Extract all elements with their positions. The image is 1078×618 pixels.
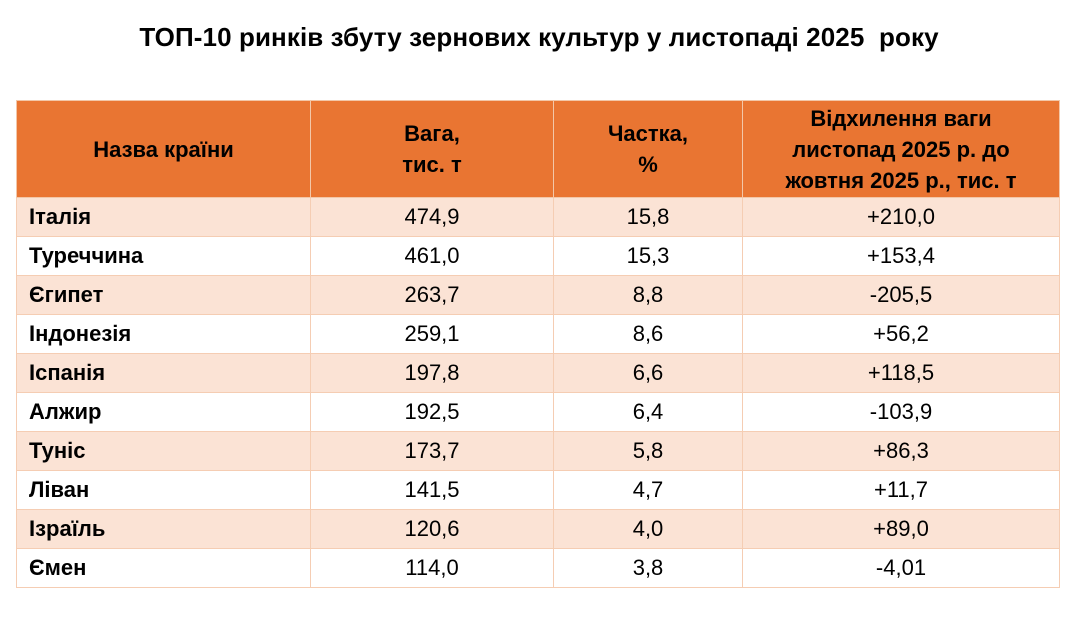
table-row: Ізраїль 120,6 4,0 +89,0	[16, 509, 1060, 549]
table-row: Ємен 114,0 3,8 -4,01	[16, 548, 1060, 588]
share-cell: 15,3	[553, 236, 743, 276]
weight-cell: 197,8	[310, 353, 554, 393]
share-cell: 8,6	[553, 314, 743, 354]
header-weight: Вага, тис. т	[310, 100, 554, 198]
table-row: Індонезія 259,1 8,6 +56,2	[16, 314, 1060, 354]
share-cell: 15,8	[553, 197, 743, 237]
share-cell: 4,0	[553, 509, 743, 549]
header-share: Частка, %	[553, 100, 743, 198]
table-row: Єгипет 263,7 8,8 -205,5	[16, 275, 1060, 315]
deviation-cell: +11,7	[742, 470, 1060, 510]
deviation-cell: +89,0	[742, 509, 1060, 549]
weight-cell: 192,5	[310, 392, 554, 432]
country-cell: Туреччина	[16, 236, 311, 276]
share-cell: 6,4	[553, 392, 743, 432]
header-weight-line: Вага,	[404, 121, 460, 146]
weight-cell: 141,5	[310, 470, 554, 510]
country-cell: Алжир	[16, 392, 311, 432]
country-cell: Ємен	[16, 548, 311, 588]
weight-cell: 120,6	[310, 509, 554, 549]
table-row: Ліван 141,5 4,7 +11,7	[16, 470, 1060, 510]
share-cell: 8,8	[553, 275, 743, 315]
deviation-cell: -205,5	[742, 275, 1060, 315]
country-cell: Іспанія	[16, 353, 311, 393]
country-cell: Ізраїль	[16, 509, 311, 549]
country-cell: Єгипет	[16, 275, 311, 315]
header-deviation: Відхилення ваги листопад 2025 р. до жовт…	[742, 100, 1060, 198]
share-cell: 6,6	[553, 353, 743, 393]
weight-cell: 474,9	[310, 197, 554, 237]
header-share-line: %	[638, 152, 658, 177]
weight-cell: 263,7	[310, 275, 554, 315]
weight-cell: 461,0	[310, 236, 554, 276]
deviation-cell: +118,5	[742, 353, 1060, 393]
header-country-line: Назва країни	[93, 136, 234, 162]
deviation-cell: +86,3	[742, 431, 1060, 471]
markets-table: Назва країни Вага, тис. т Частка, % Відх…	[16, 100, 1060, 588]
header-deviation-line: листопад 2025 р. до	[792, 136, 1010, 162]
header-country: Назва країни	[16, 100, 311, 198]
country-cell: Ліван	[16, 470, 311, 510]
weight-cell: 114,0	[310, 548, 554, 588]
deviation-cell: -103,9	[742, 392, 1060, 432]
share-cell: 4,7	[553, 470, 743, 510]
header-deviation-line: жовтня 2025 р., тис. т	[785, 167, 1017, 193]
header-weight-line: тис. т	[402, 152, 462, 177]
share-cell: 3,8	[553, 548, 743, 588]
page-title: ТОП-10 ринків збуту зернових культур у л…	[139, 22, 939, 52]
country-cell: Туніс	[16, 431, 311, 471]
weight-cell: 259,1	[310, 314, 554, 354]
table-row: Туреччина 461,0 15,3 +153,4	[16, 236, 1060, 276]
deviation-cell: +56,2	[742, 314, 1060, 354]
table-header-row: Назва країни Вага, тис. т Частка, % Відх…	[16, 100, 1060, 198]
deviation-cell: +153,4	[742, 236, 1060, 276]
deviation-cell: +210,0	[742, 197, 1060, 237]
share-cell: 5,8	[553, 431, 743, 471]
country-cell: Індонезія	[16, 314, 311, 354]
weight-cell: 173,7	[310, 431, 554, 471]
table-row: Іспанія 197,8 6,6 +118,5	[16, 353, 1060, 393]
deviation-cell: -4,01	[742, 548, 1060, 588]
table-row: Туніс 173,7 5,8 +86,3	[16, 431, 1060, 471]
header-deviation-line: Відхилення ваги	[810, 105, 992, 131]
table-row: Алжир 192,5 6,4 -103,9	[16, 392, 1060, 432]
country-cell: Італія	[16, 197, 311, 237]
header-share-line: Частка,	[607, 121, 689, 146]
table-row: Італія 474,9 15,8 +210,0	[16, 197, 1060, 237]
